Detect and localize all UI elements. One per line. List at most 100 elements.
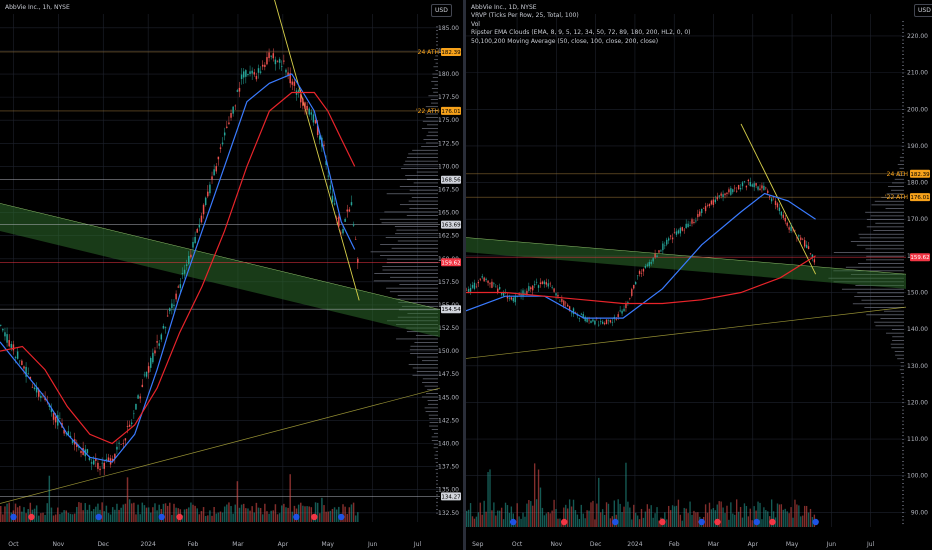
right-chart-canvas[interactable]: 220.00210.00200.00190.00180.00170.00160.… (466, 0, 932, 550)
undefined-volume-profile-bar (902, 61, 904, 63)
undefined-volume-profile-bar (425, 142, 438, 144)
legend-vol[interactable]: Vol (471, 20, 480, 28)
undefined-volume-bar (344, 506, 346, 522)
undefined-volume-bar (251, 506, 253, 522)
undefined-volume-bar (114, 509, 116, 522)
undefined-volume-bar (673, 506, 676, 527)
undefined-volume-profile-bar (436, 26, 438, 28)
undefined-volume-bar (147, 507, 150, 522)
undefined-volume-bar (535, 499, 538, 527)
undefined-volume-bar (565, 504, 567, 527)
undefined-candle-body (741, 182, 744, 187)
left-chart-canvas[interactable]: 185.00182.50180.00177.50175.00172.50170.… (0, 0, 463, 550)
undefined-volume-profile-bar (384, 211, 438, 213)
undefined-volume-profile-bar (902, 127, 904, 129)
undefined-volume-bar (348, 507, 351, 522)
undefined-candle-body (325, 161, 327, 165)
currency-button-right[interactable]: USD (914, 4, 932, 17)
undefined-volume-profile-bar (435, 451, 438, 452)
legend-moving-average[interactable]: 50,100,200 Moving Average (50, close, 10… (471, 37, 659, 45)
undefined-volume-bar (57, 507, 59, 522)
undefined-candle-body (50, 408, 53, 413)
undefined-volume-bar (325, 511, 327, 522)
undefined-volume-profile-bar (379, 218, 438, 220)
undefined-y-tick: 180.00 (438, 71, 459, 78)
undefined-volume-profile-bar (435, 62, 438, 64)
undefined-volume-bar (169, 502, 171, 522)
undefined-volume-bar (576, 514, 579, 527)
undefined-volume-profile-bar (421, 128, 438, 129)
undefined-candle-body (223, 132, 226, 136)
undefined-candle-body (158, 343, 160, 346)
undefined-price-label-box (910, 253, 930, 262)
undefined-moving-average-line (466, 255, 816, 305)
undefined-volume-bar (14, 503, 17, 522)
undefined-candle-body (493, 283, 495, 285)
undefined-volume-bar (116, 503, 118, 522)
undefined-volume-profile-bar (902, 475, 904, 477)
undefined-candle-body (139, 396, 141, 399)
undefined-volume-bar (249, 510, 251, 522)
undefined-candle-body (654, 253, 656, 258)
undefined-volume-bar (0, 506, 2, 522)
undefined-volume-bar (118, 509, 120, 522)
undefined-volume-bar (491, 510, 493, 527)
undefined-volume-profile-bar (852, 303, 904, 305)
undefined-volume-bar (545, 513, 548, 527)
undefined-candle-body (598, 324, 600, 326)
undefined-channel-top (466, 237, 907, 275)
panel-divider[interactable] (463, 0, 466, 550)
undefined-candle-body (276, 61, 279, 62)
undefined-candle-body (175, 293, 177, 300)
undefined-candle-body (710, 200, 713, 205)
undefined-candle-body (128, 424, 131, 427)
undefined-candle-body (21, 360, 23, 365)
undefined-volume-profile-bar (387, 258, 438, 260)
undefined-event-marker (158, 513, 165, 521)
undefined-candle-body (232, 106, 234, 114)
undefined-volume-bar (687, 513, 689, 527)
undefined-candle-body (732, 189, 734, 193)
undefined-volume-profile-bar (871, 204, 904, 206)
undefined-volume-bar (300, 502, 302, 522)
undefined-volume-profile-bar (434, 59, 438, 60)
legend-ema-clouds[interactable]: Ripster EMA Clouds (EMA, 8, 9, 5, 12, 34… (471, 29, 691, 37)
undefined-channel-band (0, 203, 440, 338)
undefined-volume-bar (40, 513, 42, 522)
legend-vrvp[interactable]: VRVP (Ticks Per Row, 25, Total, 100) (471, 12, 579, 20)
left-legend: AbbVie Inc., 1h, NYSE (5, 4, 70, 12)
undefined-volume-bar (190, 502, 192, 522)
undefined-volume-bar (753, 506, 755, 527)
undefined-candle-body (101, 462, 103, 464)
undefined-candle-body (59, 418, 61, 420)
undefined-volume-bar (541, 507, 544, 527)
undefined-candle-body (31, 386, 34, 388)
undefined-volume-profile-bar (435, 461, 438, 463)
undefined-volume-bar (790, 507, 792, 527)
currency-button-left[interactable]: USD (431, 4, 452, 17)
undefined-volume-profile-bar (412, 367, 438, 369)
undefined-volume-profile-bar (436, 44, 438, 46)
undefined-candle-body (179, 284, 182, 288)
undefined-volume-bar (516, 503, 518, 527)
undefined-event-marker (714, 518, 721, 526)
left-chart-panel[interactable]: 185.00182.50180.00177.50175.00172.50170.… (0, 0, 463, 550)
undefined-candle-body (236, 90, 239, 92)
undefined-candle-body (251, 70, 253, 74)
undefined-volume-profile-bar (902, 43, 904, 45)
right-chart-panel[interactable]: 220.00210.00200.00190.00180.00170.00160.… (466, 0, 932, 550)
undefined-candle-body (154, 350, 156, 354)
undefined-candle-body (763, 185, 765, 191)
undefined-volume-bar (308, 506, 310, 522)
undefined-candle-body (776, 203, 779, 208)
undefined-candle-body (640, 272, 643, 274)
undefined-volume-bar (6, 503, 8, 522)
undefined-volume-bar (714, 510, 716, 527)
undefined-volume-bar (588, 510, 590, 527)
undefined-volume-profile-bar (902, 120, 904, 121)
undefined-volume-bar (537, 469, 540, 527)
undefined-volume-profile-bar (435, 472, 438, 474)
undefined-volume-bar (683, 507, 685, 527)
undefined-volume-bar (526, 503, 528, 527)
undefined-x-tick: 2024 (627, 541, 642, 548)
